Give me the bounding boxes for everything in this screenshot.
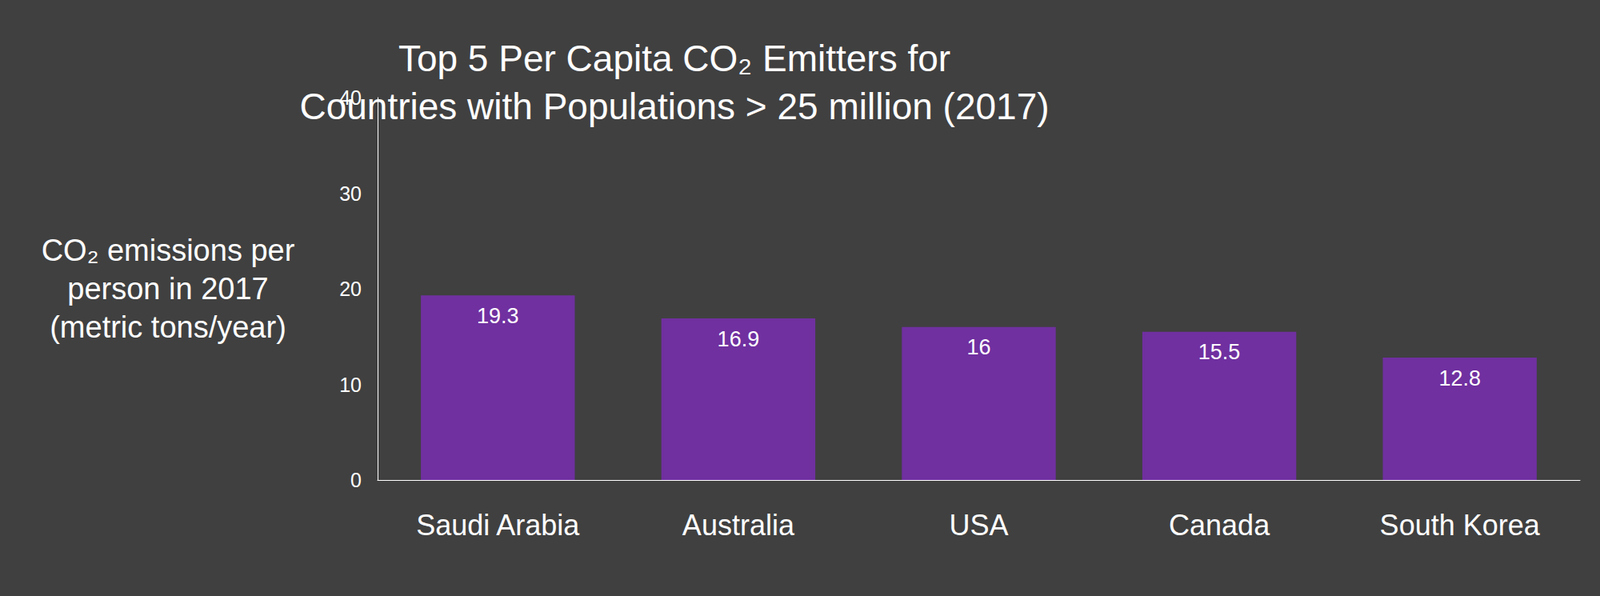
svg-text:Canada: Canada bbox=[1168, 508, 1271, 542]
svg-text:0: 0 bbox=[350, 468, 362, 492]
svg-text:16: 16 bbox=[966, 335, 991, 360]
svg-text:10: 10 bbox=[339, 373, 362, 396]
svg-text:Australia: Australia bbox=[682, 508, 796, 542]
svg-text:CO₂ emissions per: CO₂ emissions per bbox=[41, 233, 296, 268]
svg-text:19.3: 19.3 bbox=[476, 304, 520, 328]
svg-text:20: 20 bbox=[339, 277, 362, 300]
svg-text:12.8: 12.8 bbox=[1438, 366, 1481, 391]
svg-text:Saudi Arabia: Saudi Arabia bbox=[416, 508, 580, 542]
svg-text:30: 30 bbox=[339, 182, 362, 205]
svg-text:16.9: 16.9 bbox=[717, 327, 760, 352]
svg-text:USA: USA bbox=[948, 508, 1008, 542]
svg-text:15.5: 15.5 bbox=[1198, 340, 1241, 364]
svg-text:South Korea: South Korea bbox=[1380, 508, 1541, 542]
svg-text:Top 5 Per Capita CO₂ Emitters: Top 5 Per Capita CO₂ Emitters for bbox=[398, 37, 951, 80]
svg-text:person in 2017: person in 2017 bbox=[67, 272, 268, 306]
svg-text:Countries with Populations > 2: Countries with Populations > 25 million … bbox=[299, 85, 1049, 128]
svg-text:(metric tons/year): (metric tons/year) bbox=[49, 310, 287, 344]
